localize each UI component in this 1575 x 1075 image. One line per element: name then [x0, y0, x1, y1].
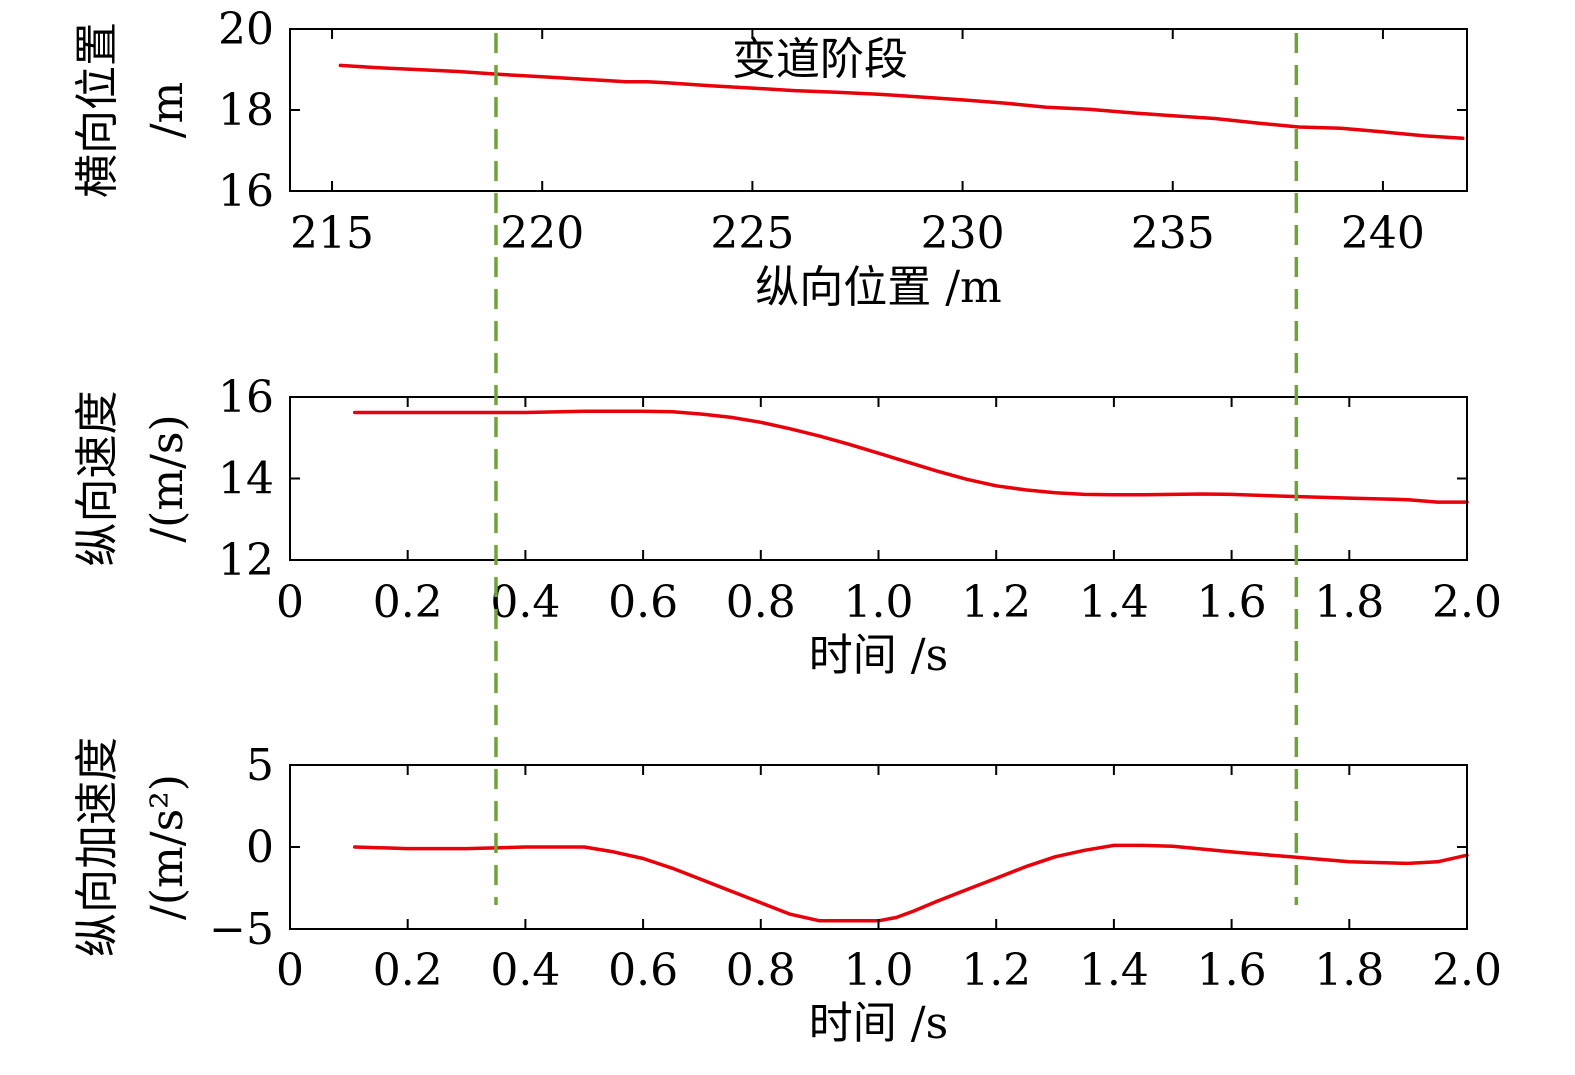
- y-axis-label: 纵向加速度: [72, 737, 123, 957]
- y-tick-label: 14: [218, 454, 274, 505]
- y-axis-label: 纵向速度: [72, 391, 123, 567]
- x-tick-label: 0: [276, 577, 304, 628]
- y-tick-label: 18: [218, 85, 274, 136]
- y-axis-label: 横向位置: [72, 22, 123, 198]
- x-tick-label: 1.8: [1314, 945, 1384, 996]
- x-tick-label: 0.2: [373, 577, 443, 628]
- x-tick-label: 2.0: [1432, 945, 1502, 996]
- phase-annotation: 变道阶段: [732, 34, 908, 85]
- x-tick-label: 240: [1341, 208, 1425, 259]
- y-tick-label: 5: [246, 740, 274, 791]
- x-tick-label: 1.0: [844, 945, 914, 996]
- x-tick-label: 0: [276, 945, 304, 996]
- x-tick-label: 0.6: [608, 945, 678, 996]
- y-axis-unit: /(m/s): [142, 414, 193, 542]
- x-tick-label: 230: [921, 208, 1005, 259]
- y-tick-label: −5: [209, 904, 274, 955]
- x-tick-label: 0.8: [726, 945, 796, 996]
- x-axis-label: 时间 /s: [809, 998, 948, 1049]
- x-tick-label: 1.4: [1079, 577, 1149, 628]
- y-axis-unit: /(m/s²): [142, 774, 193, 920]
- x-tick-label: 0.8: [726, 577, 796, 628]
- x-tick-label: 1.0: [844, 577, 914, 628]
- series-line-1-1: [338, 63, 1465, 141]
- x-tick-label: 1.2: [961, 945, 1031, 996]
- phase-boundary-lines: [494, 33, 1299, 905]
- x-axis-label: 时间 /s: [809, 630, 948, 681]
- series-line-3-1: [352, 843, 1469, 923]
- x-tick-label: 0.6: [608, 577, 678, 628]
- x-tick-label: 215: [290, 208, 374, 259]
- x-tick-label: 2.0: [1432, 577, 1502, 628]
- x-tick-label: 1.2: [961, 577, 1031, 628]
- x-tick-label: 1.4: [1079, 945, 1149, 996]
- x-tick-label: 1.6: [1197, 577, 1267, 628]
- x-tick-label: 1.8: [1314, 577, 1384, 628]
- x-tick-label: 0.4: [490, 577, 560, 628]
- panel-2: 0 0.2 0.4 0.6 0.8 1.0 1.2 1.4 1.6 1.8 2.0 12 14 16 时间 …: [72, 372, 1502, 681]
- x-tick-label: 0.4: [490, 945, 560, 996]
- y-tick-label: 20: [218, 4, 274, 55]
- y-tick-label: 16: [218, 166, 274, 217]
- chart-panels: 215 220 225 230 235 240 16 18 20 纵向位置 /m 横向位置/m 0 0.…: [72, 4, 1502, 1049]
- y-axis-unit: /m: [142, 82, 193, 139]
- panel-1: 215 220 225 230 235 240 16 18 20 纵向位置 /m 横向位置/m: [72, 4, 1468, 313]
- plot-frame: [289, 396, 1468, 561]
- x-tick-label: 0.2: [373, 945, 443, 996]
- y-tick-label: 12: [218, 535, 274, 586]
- y-tick-label: 16: [218, 372, 274, 423]
- series-line-2-1: [352, 409, 1469, 504]
- x-tick-label: 225: [710, 208, 794, 259]
- y-tick-label: 0: [246, 822, 274, 873]
- x-axis-label: 纵向位置 /m: [755, 262, 1002, 313]
- x-tick-label: 220: [500, 208, 584, 259]
- x-tick-label: 235: [1131, 208, 1215, 259]
- x-tick-label: 1.6: [1197, 945, 1267, 996]
